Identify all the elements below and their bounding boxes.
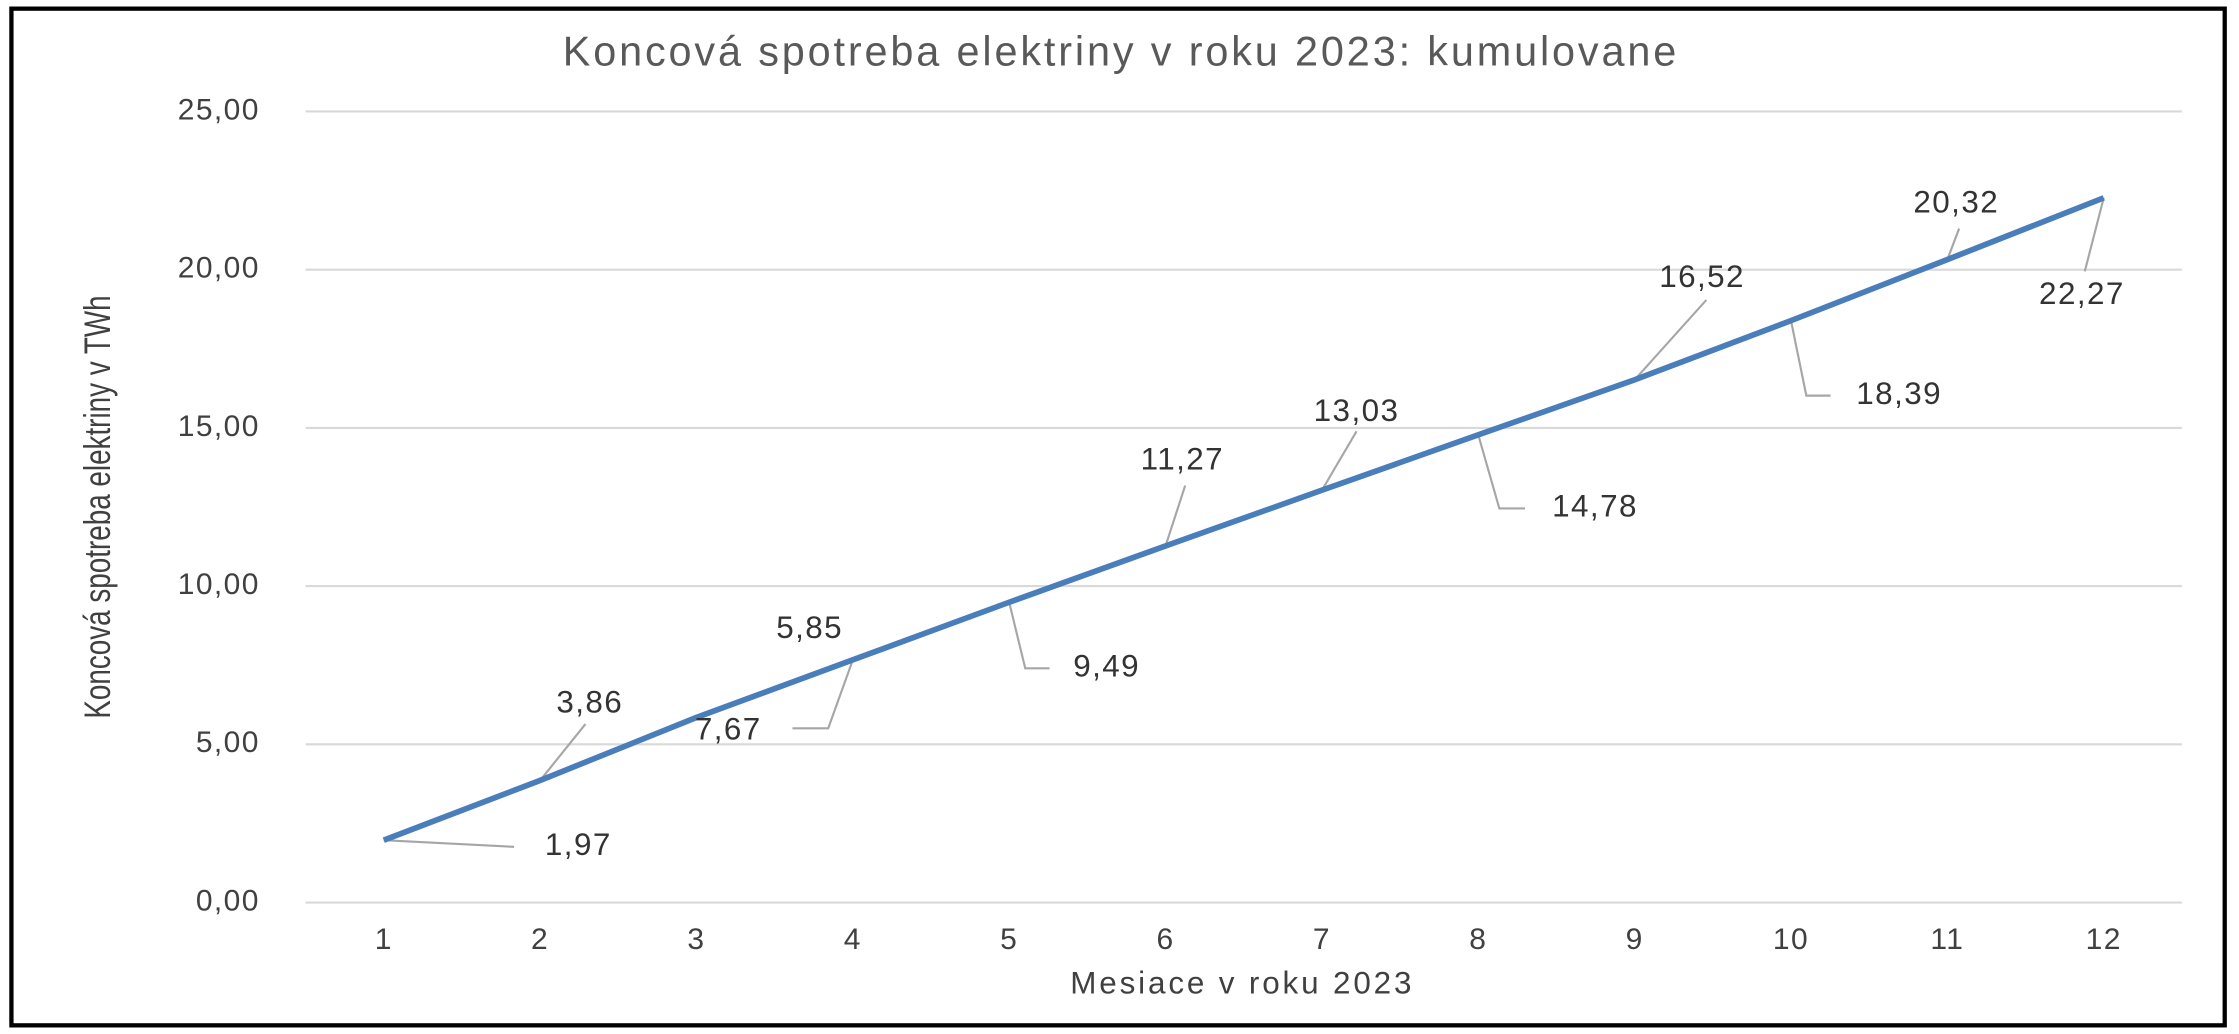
data-label: 13,03 [1314,393,1400,428]
x-axis-label: Mesiace v roku 2023 [1070,966,1414,1001]
y-tick-label: 5,00 [196,726,260,759]
data-label: 5,85 [776,610,843,645]
data-line [382,195,2105,843]
leader-line [1477,434,1526,510]
data-label: 3,86 [556,684,623,719]
leader-line [383,839,515,848]
leader-line [1164,485,1187,547]
x-tick-label: 2 [531,923,549,956]
data-label: 9,49 [1073,649,1140,684]
y-tick-label: 15,00 [178,410,260,443]
x-tick-label: 9 [1626,923,1644,956]
leader-line [2083,197,2105,272]
y-tick-label: 0,00 [196,884,260,917]
x-tick-label: 8 [1469,923,1487,956]
leader-line [539,723,587,782]
x-tick-label: 4 [844,923,862,956]
data-label: 18,39 [1856,376,1942,411]
data-label: 14,78 [1552,489,1638,524]
chart-title: Koncová spotreba elektriny v roku 2023: … [563,28,1679,74]
x-tick-label: 3 [687,923,705,956]
x-tick-label: 11 [1930,923,1964,956]
x-tick-label: 10 [1773,923,1809,956]
leader-line [1789,320,1831,397]
y-tick-label: 20,00 [178,252,260,285]
data-label: 1,97 [545,827,612,862]
y-axis-label: Koncová spotreba elektriny v TWh [76,295,118,718]
leader-line [792,659,854,730]
chart-border [9,6,2227,1028]
x-tick-label: 6 [1156,923,1174,956]
leader-line [1633,299,1708,381]
data-label: 22,27 [2039,276,2125,311]
data-label: 16,52 [1659,259,1745,294]
y-tick-label: 25,00 [178,93,260,126]
x-tick-label: 5 [1000,923,1018,956]
leader-line [1320,430,1358,491]
data-label: 11,27 [1141,442,1224,477]
y-tick-label: 10,00 [178,568,260,601]
data-label: 7,67 [695,711,762,746]
x-tick-label: 12 [2086,923,2122,956]
x-tick-label: 7 [1313,923,1331,956]
leader-line [1008,601,1050,670]
data-label: 20,32 [1913,185,1999,220]
x-tick-label: 1 [375,923,393,956]
leader-line [1946,228,1961,260]
